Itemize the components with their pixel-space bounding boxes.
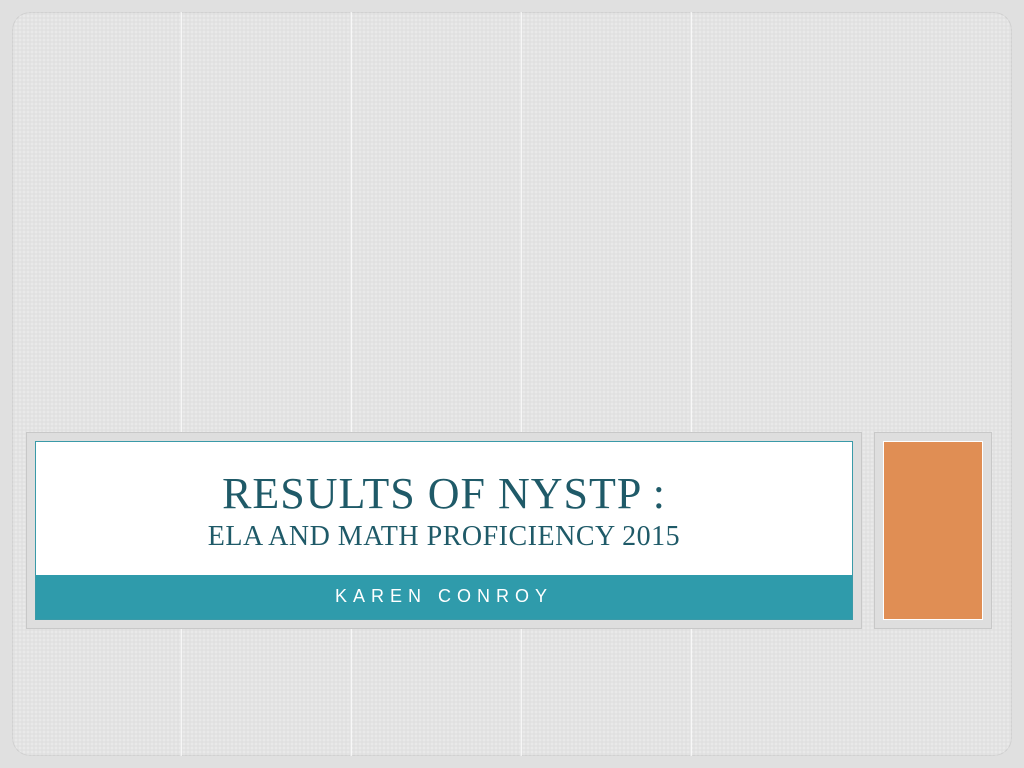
title-group: RESULTS OF NYSTP : ELA AND MATH PROFICIE…	[26, 432, 992, 629]
title-sub: ELA AND MATH PROFICIENCY 2015	[46, 521, 842, 553]
column-divider	[520, 12, 522, 756]
column-divider	[350, 12, 352, 756]
title-inner: RESULTS OF NYSTP : ELA AND MATH PROFICIE…	[35, 441, 853, 620]
column-divider	[180, 12, 182, 756]
title-card: RESULTS OF NYSTP : ELA AND MATH PROFICIE…	[26, 432, 862, 629]
accent-fill	[883, 441, 983, 620]
title-main: RESULTS OF NYSTP :	[46, 468, 842, 519]
author-bar: KAREN CONROY	[36, 575, 852, 619]
accent-card	[874, 432, 992, 629]
slide: RESULTS OF NYSTP : ELA AND MATH PROFICIE…	[12, 12, 1012, 756]
column-divider	[690, 12, 692, 756]
